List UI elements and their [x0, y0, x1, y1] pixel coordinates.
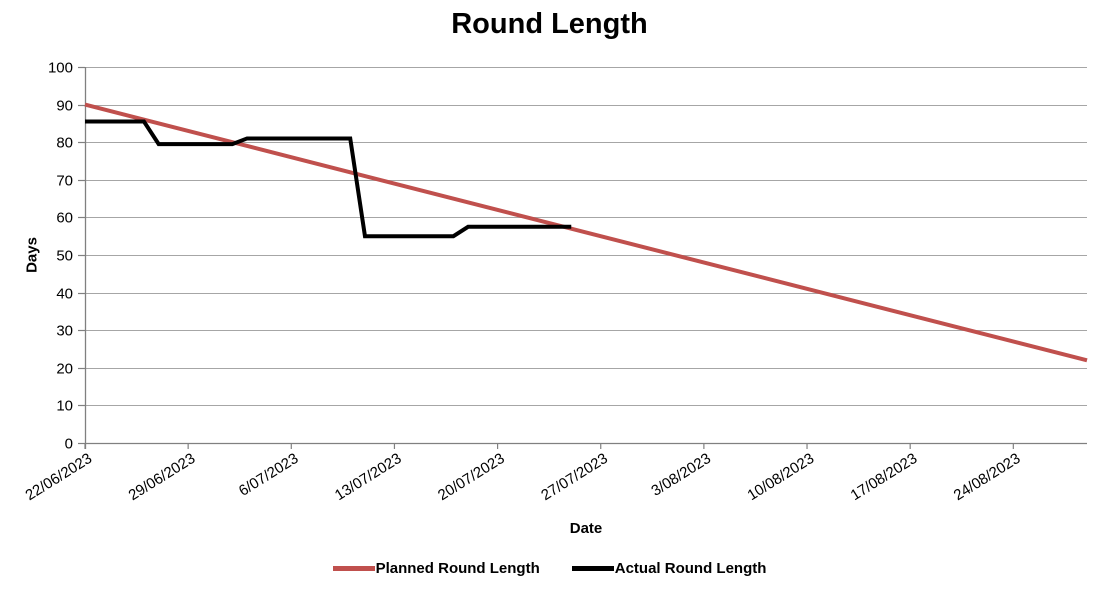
actual-series-line: [85, 119, 572, 239]
y-tick-label: 40: [56, 286, 73, 303]
y-tick-label: 100: [48, 60, 73, 77]
y-tick-label: 0: [65, 436, 73, 453]
x-tick-label: 13/07/2023: [332, 450, 405, 504]
legend: Planned Round Length Actual Round Length: [0, 560, 1099, 577]
legend-label-planned: Planned Round Length: [375, 560, 540, 577]
y-tick-label: 10: [56, 398, 73, 415]
x-tick-label: 24/08/2023: [951, 450, 1024, 504]
planned-line-swatch-icon: [332, 566, 375, 571]
y-tick-label: 80: [56, 135, 73, 152]
x-tick-label: 17/08/2023: [848, 450, 921, 504]
x-tick-label: 6/07/2023: [236, 450, 302, 500]
y-axis-title: Days: [23, 237, 41, 273]
y-tick-label: 60: [56, 210, 73, 227]
x-tick-label: 29/06/2023: [126, 450, 199, 504]
y-tick-label: 90: [56, 98, 73, 115]
legend-item-actual: Actual Round Length: [571, 560, 767, 577]
x-axis-title: Date: [569, 520, 603, 537]
x-tick-label: 20/07/2023: [435, 450, 508, 504]
y-tick-label: 50: [56, 248, 73, 265]
planned-series-line: [84, 102, 1088, 363]
legend-label-actual: Actual Round Length: [614, 560, 767, 577]
x-tick-label: 3/08/2023: [648, 450, 714, 500]
actual-line-swatch-icon: [571, 566, 614, 571]
y-tick-label: 20: [56, 361, 73, 378]
x-tick-label: 22/06/2023: [22, 450, 95, 504]
y-tick-label: 70: [56, 173, 73, 190]
y-tick-label: 30: [56, 323, 73, 340]
x-tick-label: 10/08/2023: [744, 450, 817, 504]
x-tick-label: 27/07/2023: [538, 450, 611, 504]
chart-title: Round Length: [451, 8, 648, 40]
legend-item-planned: Planned Round Length: [332, 560, 540, 577]
